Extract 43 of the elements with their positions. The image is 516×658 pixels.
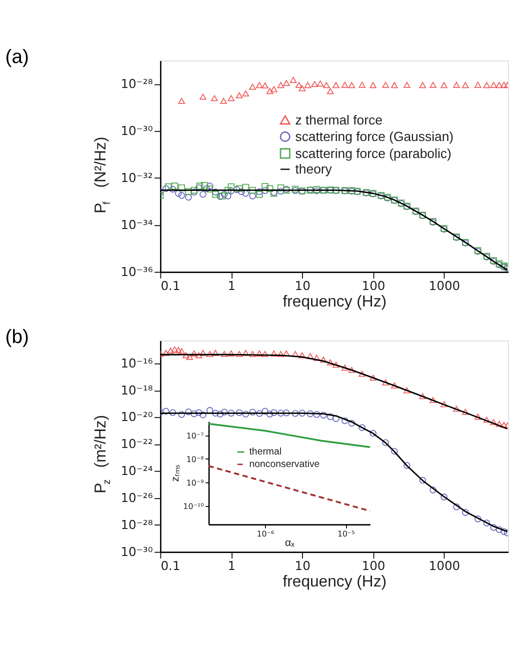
y-axis-title: zᵣₘₛ <box>170 464 182 482</box>
y-tick-label: 10⁻¹⁰ <box>183 502 204 511</box>
x-tick-label: 10 <box>294 558 311 573</box>
x-tick-label: 10⁻⁶ <box>256 529 274 538</box>
chart-title: (b) <box>5 326 29 348</box>
x-axis-title: αₓ <box>284 536 296 549</box>
x-axis-title: frequency (Hz) <box>282 574 387 591</box>
x-tick-label: 10⁻⁵ <box>337 529 355 538</box>
legend-label: scattering force (Gaussian) <box>295 129 454 144</box>
x-tick-label: 0.1 <box>160 278 180 293</box>
legend-label: thermal <box>249 446 282 458</box>
y-tick-label: 10⁻³⁰ <box>120 124 153 138</box>
y-tick-label: 10⁻⁹ <box>186 478 204 488</box>
y-axis-title: Pz (m²/Hz) <box>92 415 114 494</box>
text: Pf (N²/Hz) <box>92 136 114 214</box>
x-tick-label: 1000 <box>428 558 460 573</box>
legend-label: nonconservative <box>249 459 320 470</box>
y-tick-label: 10⁻³⁶ <box>120 264 153 279</box>
y-tick-label: 10⁻²⁸ <box>120 518 153 532</box>
y-tick-label: 10⁻²⁸ <box>120 76 153 91</box>
legend-label: theory <box>295 162 332 177</box>
y-tick-label: 10⁻²⁰ <box>120 410 153 424</box>
y-tick-label: 10⁻¹⁸ <box>120 383 153 398</box>
legend-label: z thermal force <box>295 112 382 128</box>
y-tick-label: 10⁻¹⁶ <box>120 356 153 370</box>
chart-title: (a) <box>5 46 29 68</box>
y-tick-label: 10⁻²⁴ <box>120 464 153 478</box>
y-tick-label: 10⁻³⁴ <box>120 218 153 232</box>
x-tick-label: 10 <box>294 278 311 293</box>
y-tick-label: 10⁻³⁰ <box>120 544 153 559</box>
x-tick-label: 1 <box>228 558 236 573</box>
y-tick-label: 10⁻²⁶ <box>120 490 153 505</box>
x-tick-label: 100 <box>362 278 386 293</box>
x-axis-title: frequency (Hz) <box>282 294 387 311</box>
y-tick-label: 10⁻²² <box>120 437 153 452</box>
y-tick-label: 10⁻⁸ <box>186 455 204 464</box>
y-tick-label: 10⁻⁷ <box>186 432 204 441</box>
y-tick-label: 10⁻³² <box>120 170 153 185</box>
x-tick-label: 1000 <box>428 278 460 293</box>
x-tick-label: 0.1 <box>160 558 180 573</box>
x-tick-label: 100 <box>362 558 386 573</box>
x-tick-label: 1 <box>228 278 236 293</box>
legend-label: scattering force (parabolic) <box>295 146 452 161</box>
